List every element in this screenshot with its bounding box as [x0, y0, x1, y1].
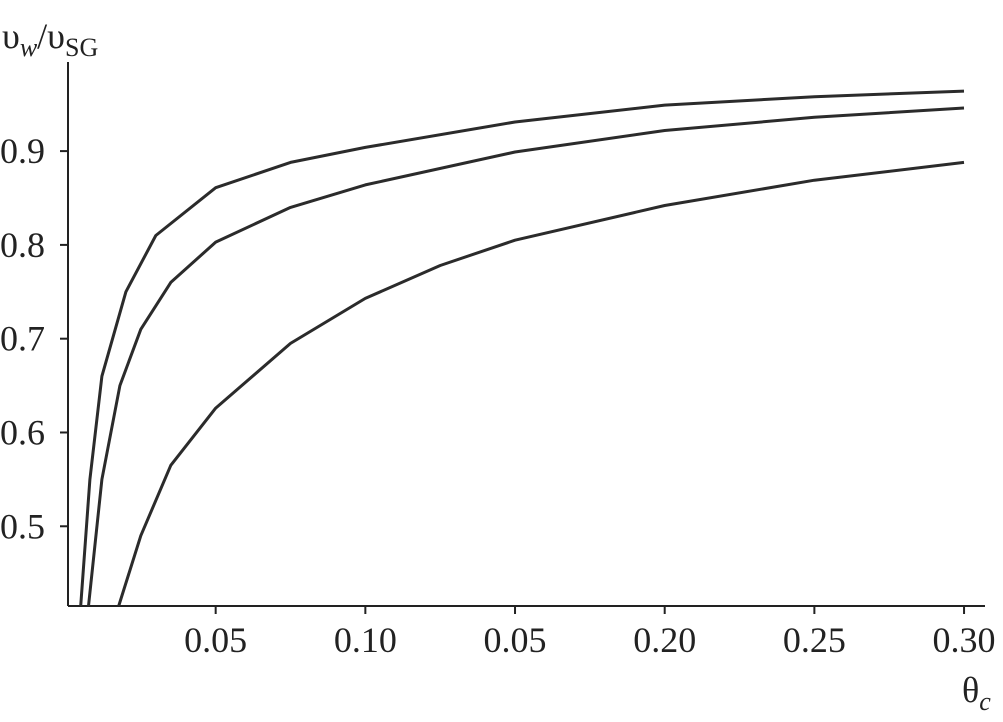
- y-axis-label: υw/υSG: [2, 16, 98, 62]
- x-tick-label: 0.25: [783, 620, 846, 660]
- x-tick-label: 0.10: [334, 620, 397, 660]
- x-tick-label: 0.05: [184, 620, 247, 660]
- y-tick-label: 0.9: [0, 131, 45, 171]
- curve: [79, 89, 965, 607]
- curve: [117, 160, 965, 607]
- y-tick-label: 0.5: [0, 506, 45, 546]
- y-tick-label: 0.8: [0, 225, 45, 265]
- x-tick-label: 0.05: [484, 620, 547, 660]
- y-tick-label: 0.7: [0, 319, 45, 359]
- x-label-part: c: [979, 687, 991, 716]
- y-tick-label: 0.6: [0, 412, 45, 452]
- y-label-part: SG: [65, 33, 98, 62]
- x-tick-label: 0.30: [933, 620, 996, 660]
- curve: [87, 106, 965, 607]
- y-label-part: w: [20, 33, 38, 62]
- y-label-part: /υ: [37, 16, 65, 56]
- y-label-part: υ: [2, 16, 20, 56]
- x-tick-label: 0.20: [633, 620, 696, 660]
- x-label-part: θ: [962, 670, 979, 710]
- x-axis-label: θc: [962, 670, 991, 716]
